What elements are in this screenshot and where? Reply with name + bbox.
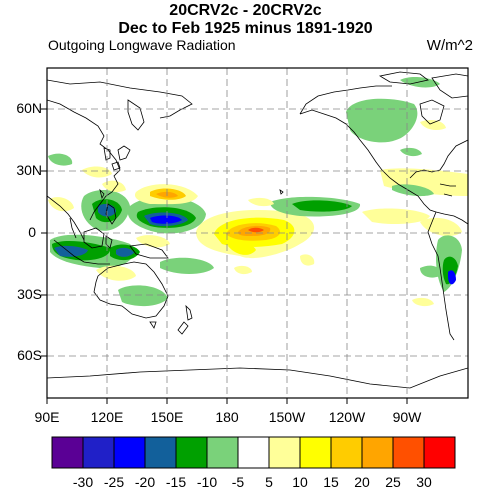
- coastlines: [47, 71, 468, 389]
- anomaly-region-pos-25: [248, 227, 264, 233]
- colorbar-label: -10: [196, 474, 218, 490]
- anomaly-region-neg-io: [48, 153, 73, 166]
- colorbar-swatch: [299, 436, 332, 469]
- anomaly-shading: [48, 77, 468, 307]
- colorbar: [51, 436, 456, 469]
- colorbar-label: 15: [323, 474, 339, 490]
- colorbar-label: -15: [165, 474, 187, 490]
- colorbar-swatch: [237, 436, 270, 469]
- anomaly-region-neg-np2: [292, 200, 352, 212]
- anomaly-region-neg-indo5: [116, 247, 134, 257]
- colorbar-swatch: [423, 436, 456, 469]
- anomaly-region-neg-aus: [118, 285, 168, 307]
- anomaly-region-neg-nz: [160, 257, 214, 274]
- lon-label-150w: 150W: [268, 409, 306, 425]
- variable-name: Outgoing Longwave Radiation: [48, 37, 236, 53]
- colorbar-swatch: [113, 436, 146, 469]
- anomaly-region-pos-cam: [362, 208, 430, 224]
- anomaly-region-pos-small: [228, 242, 256, 255]
- lon-label-150e: 150E: [150, 409, 184, 425]
- colorbar-swatch: [268, 436, 301, 469]
- colorbar-label: 20: [354, 474, 370, 490]
- lon-label-90e: 90E: [34, 409, 60, 425]
- anomaly-region-pos-indian: [48, 197, 74, 212]
- anomaly-region-pos-enp: [248, 197, 274, 207]
- colorbar-swatch: [144, 436, 177, 469]
- anomaly-region-neg-sam3: [448, 270, 456, 285]
- anomaly-region-pos-sam: [420, 217, 462, 237]
- map-ticks: [41, 108, 408, 404]
- colorbar-swatch: [206, 436, 239, 469]
- anomaly-region-pos-np: [82, 166, 112, 178]
- lon-label-120w: 120W: [328, 409, 366, 425]
- map-gridlines: [47, 68, 468, 398]
- anomaly-region-pos-se: [300, 254, 315, 266]
- anomaly-region-neg-indo3: [54, 245, 88, 257]
- lat-label-60s: 60S: [17, 347, 42, 363]
- lon-label-120e: 120E: [90, 409, 124, 425]
- colorbar-swatch: [82, 436, 115, 469]
- colorbar-label: 10: [292, 474, 308, 490]
- anomaly-region-pos-scs: [102, 180, 126, 192]
- colorbar-label: -20: [134, 474, 156, 490]
- colorbar-swatch: [330, 436, 363, 469]
- colorbar-label: 5: [265, 474, 273, 490]
- colorbar-label: -25: [103, 474, 125, 490]
- lat-label-30s: 30S: [17, 286, 42, 302]
- lat-label-60n: 60N: [16, 100, 42, 116]
- colorbar-swatch: [175, 436, 208, 469]
- lon-label-180: 180: [215, 409, 239, 425]
- anomaly-region-neg-sam4: [420, 265, 441, 278]
- lat-label-eq: 0: [28, 224, 36, 240]
- colorbar-swatch: [392, 436, 425, 469]
- colorbar-label: 25: [385, 474, 401, 490]
- colorbar-label: -5: [231, 474, 245, 490]
- title-line-2: Dec to Feb 1925 minus 1891-1920: [118, 20, 373, 37]
- lon-label-90w: 90W: [392, 409, 422, 425]
- anomaly-region-neg-na2: [400, 147, 422, 157]
- anomaly-region-neg-na: [346, 98, 418, 143]
- anomaly-region-neg-cam: [392, 184, 434, 197]
- colorbar-label: -30: [72, 474, 94, 490]
- anomaly-region-neg-arc: [400, 77, 440, 88]
- units-label: W/m^2: [426, 37, 473, 54]
- anomaly-region-pos-sth: [412, 297, 434, 307]
- anomaly-region-neg-wp4: [150, 215, 182, 224]
- lat-label-30n: 30N: [16, 162, 42, 178]
- colorbar-swatch: [51, 436, 84, 469]
- colorbar-swatch: [361, 436, 394, 469]
- colorbar-label: 30: [416, 474, 432, 490]
- anomaly-region-pos-se2: [234, 265, 252, 275]
- anomaly-region-pos-na: [420, 120, 446, 130]
- title-line-1: 20CRV2c - 20CRV2c: [169, 2, 322, 19]
